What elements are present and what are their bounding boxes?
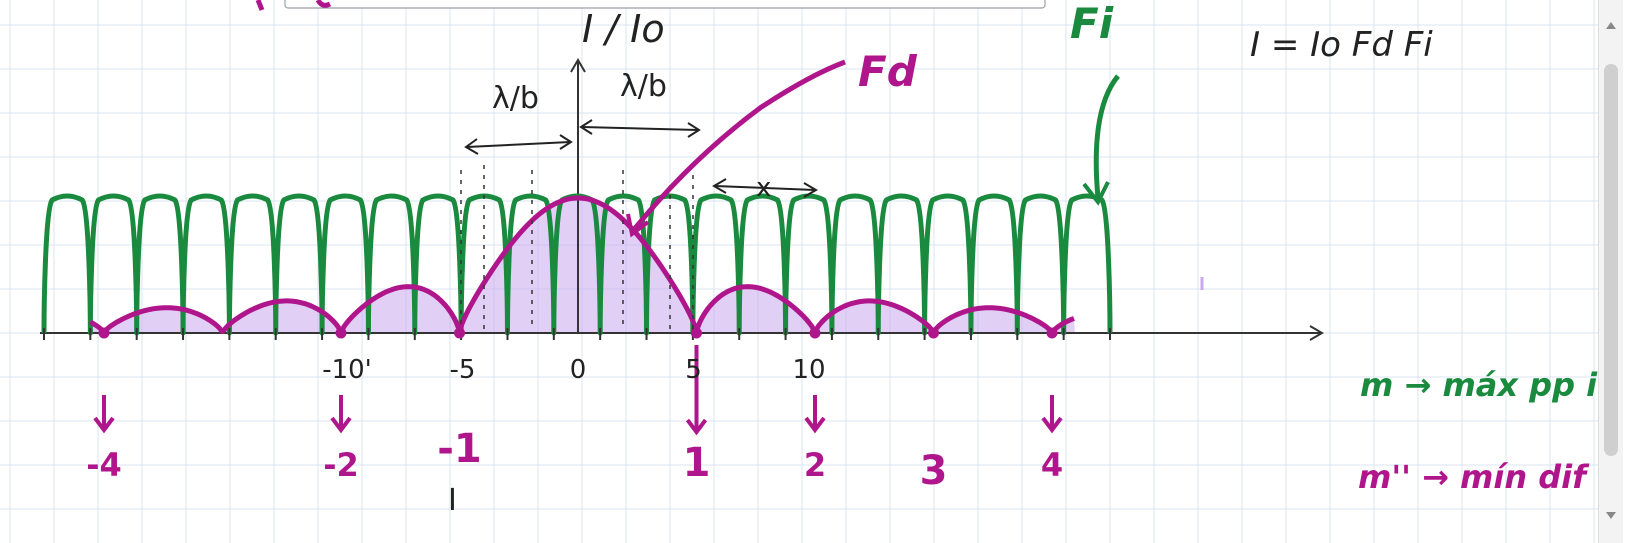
diffraction-order-label: -4 bbox=[86, 446, 122, 484]
diffraction-order-label: -1 bbox=[437, 426, 481, 472]
axis-ticks bbox=[43, 328, 1111, 340]
fd-pointer-arrowhead bbox=[626, 213, 650, 238]
y-axis-label: I / Io bbox=[582, 7, 665, 51]
m-max-label: m → máx pp in bbox=[1360, 366, 1620, 404]
fd-label: Fd bbox=[858, 47, 918, 96]
diffraction-minimum-dot bbox=[928, 327, 939, 339]
diffraction-minimum-dot bbox=[98, 327, 110, 339]
interference-order-label: -5 bbox=[450, 355, 476, 385]
fringe-spacing-arrow bbox=[712, 178, 818, 198]
scrollbar-thumb[interactable] bbox=[1604, 64, 1618, 456]
down-arrow bbox=[330, 395, 352, 434]
diffraction-order-label: 4 bbox=[1041, 446, 1063, 484]
cropped-magenta-stroke bbox=[255, 0, 332, 11]
formula-label: I = Io Fd Fi bbox=[1250, 25, 1433, 65]
diffraction-minimum-dot bbox=[454, 327, 465, 339]
diffraction-minima-dots bbox=[98, 327, 1058, 339]
diffraction-minimum-dot bbox=[335, 327, 347, 339]
interference-order-label: 10 bbox=[792, 355, 825, 385]
down-arrow bbox=[804, 395, 826, 434]
text-cursor-icon: I bbox=[448, 483, 457, 518]
diffraction-order-label: -2 bbox=[323, 446, 359, 484]
lambda-b-left-label: λ/b bbox=[492, 81, 539, 116]
interference-order-label: -10' bbox=[322, 355, 372, 385]
scrollbar-track[interactable] bbox=[1598, 0, 1623, 543]
interference-order-labels: -10' -5 0 5 10 bbox=[322, 355, 825, 385]
fd-pointer-curve bbox=[630, 59, 846, 234]
diffraction-envelope-curve bbox=[88, 195, 1075, 336]
lambda-b-left-arrow bbox=[464, 134, 573, 155]
diffraction-order-label: 1 bbox=[683, 440, 711, 486]
interference-order-label: 5 bbox=[685, 355, 702, 385]
y-axis-arrowhead bbox=[570, 58, 586, 73]
top-input-box bbox=[284, 0, 1046, 9]
scroll-down-icon[interactable] bbox=[1606, 512, 1616, 519]
dashed-guides bbox=[460, 165, 694, 330]
diffraction-minimum-dot bbox=[691, 327, 702, 339]
lambda-b-right-label: λ/b bbox=[620, 69, 667, 104]
diffraction-minimum-dot bbox=[809, 327, 821, 339]
x-axis-arrowhead bbox=[1309, 325, 1324, 341]
scroll-up-icon[interactable] bbox=[1606, 22, 1616, 29]
fi-label: Fi bbox=[1070, 0, 1114, 48]
minima-down-arrows bbox=[93, 345, 1063, 436]
diffraction-order-label: 2 bbox=[804, 446, 826, 484]
fi-pointer-arrowhead bbox=[1082, 181, 1110, 206]
fringe-spacing-x-label: x bbox=[756, 173, 771, 203]
diffraction-order-labels: -4 -2 -1 1 2 3 4 bbox=[86, 426, 1063, 494]
interference-order-label: 0 bbox=[570, 355, 587, 385]
diffraction-shading bbox=[90, 198, 1075, 333]
m-min-label: m'' → mín dif bbox=[1358, 458, 1590, 496]
lambda-b-right-arrow bbox=[579, 119, 701, 138]
diffraction-order-label: 3 bbox=[920, 448, 948, 494]
down-arrow bbox=[1041, 395, 1063, 434]
down-arrow bbox=[93, 395, 115, 434]
down-arrow bbox=[685, 345, 708, 436]
fi-pointer-curve bbox=[1093, 74, 1120, 199]
diffraction-minimum-dot bbox=[1046, 327, 1058, 339]
